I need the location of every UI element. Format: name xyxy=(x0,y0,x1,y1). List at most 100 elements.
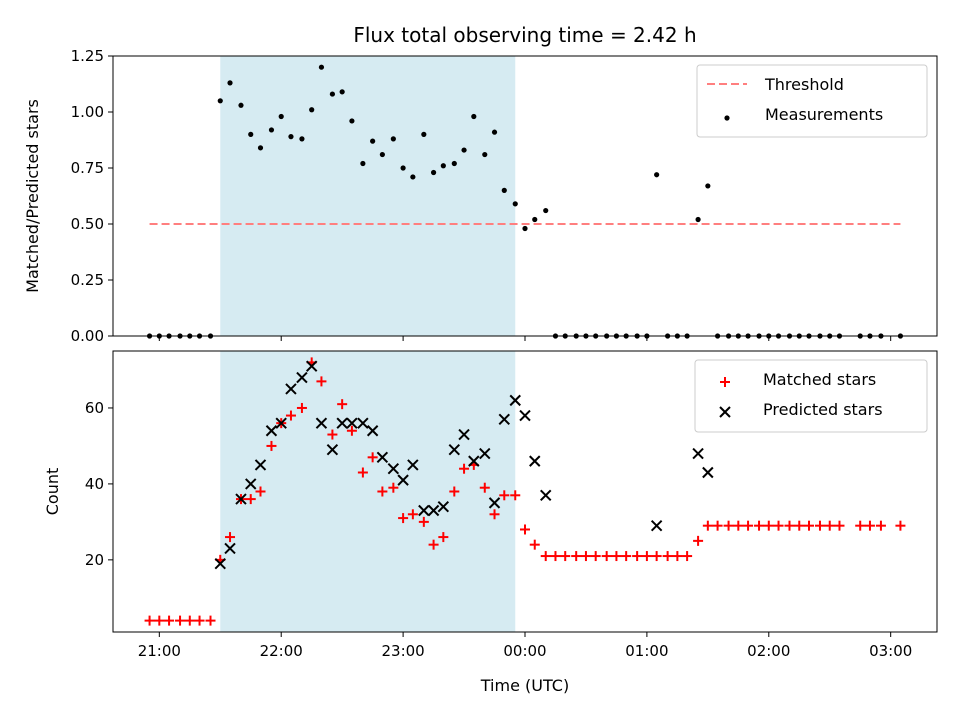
matched-star-point xyxy=(428,539,439,550)
x-b xyxy=(214,557,226,570)
predicted-star-point xyxy=(427,504,440,517)
chart-title: Flux total observing time = 2.42 h xyxy=(353,23,696,47)
matched-star-point xyxy=(479,482,490,493)
measurement-point xyxy=(288,134,294,140)
matched-star-point xyxy=(773,520,784,531)
matched-star-point xyxy=(662,551,673,562)
matched-star-point xyxy=(529,539,540,550)
x-b xyxy=(254,459,267,471)
matched-star-point xyxy=(407,509,418,520)
x-b xyxy=(479,447,491,460)
y-tick-label: 20 xyxy=(85,551,104,569)
predicted-star-point xyxy=(254,459,267,471)
y-tick-label: 40 xyxy=(85,475,104,493)
measurement-point xyxy=(318,64,325,70)
x-b xyxy=(702,466,714,479)
y-tick-label: 0.00 xyxy=(71,327,104,345)
predicted-star-point xyxy=(397,474,409,486)
x-b xyxy=(427,504,440,517)
predicted-star-point xyxy=(540,489,552,502)
x-b xyxy=(296,371,308,384)
measurement-point xyxy=(440,163,446,169)
predicted-star-point xyxy=(305,360,318,372)
y-tick-label: 0.25 xyxy=(71,271,104,289)
matched-star-point xyxy=(398,513,409,524)
predicted-star-point xyxy=(315,417,328,429)
x-b xyxy=(448,444,461,456)
x-b xyxy=(336,417,348,429)
measurement-point xyxy=(705,183,711,189)
x-b xyxy=(265,425,278,437)
matched-star-point xyxy=(855,520,866,531)
predicted-star-point xyxy=(245,478,257,490)
x-b xyxy=(235,493,247,505)
x-tick-label: 21:00 xyxy=(138,642,181,660)
measurement-point xyxy=(400,165,406,171)
matched-star-point xyxy=(702,520,713,531)
x-tick-label: 00:00 xyxy=(503,642,546,660)
matched-star-point xyxy=(540,551,551,562)
matched-star-point xyxy=(520,524,530,535)
matched-star-point xyxy=(875,520,886,531)
predicted-star-point xyxy=(479,447,491,460)
matched-star-point xyxy=(784,520,795,531)
measurement-point xyxy=(257,145,264,151)
shaded-observing-region xyxy=(220,351,516,632)
y-axis-label: Count xyxy=(43,468,62,516)
predicted-star-point xyxy=(407,459,419,471)
matched-star-point xyxy=(245,494,256,505)
x-tick-label: 23:00 xyxy=(381,642,424,660)
legend-label: Matched stars xyxy=(763,370,876,389)
matched-star-point xyxy=(864,520,875,531)
bottom-panel: 20 40 60 21:00 22:00 23:00 00:00 01:00 02:00 03:0… xyxy=(43,350,938,660)
x-b xyxy=(224,542,236,555)
x-b xyxy=(366,425,379,437)
measurement-point xyxy=(309,107,315,113)
predicted-star-point xyxy=(285,383,297,395)
matched-star-point xyxy=(194,615,205,626)
shaded-observing-region xyxy=(220,56,516,336)
matched-star-point xyxy=(712,520,723,531)
predicted-star-point xyxy=(366,425,379,437)
matched-star-point xyxy=(641,551,652,562)
measurement-point xyxy=(430,169,437,176)
matched-star-point xyxy=(184,615,195,626)
y-tick-label: 0.50 xyxy=(71,215,104,233)
x-b xyxy=(488,497,501,509)
predicted-star-point xyxy=(458,428,470,441)
predicted-star-point xyxy=(418,504,430,517)
matched-star-point xyxy=(763,520,774,531)
matched-star-point xyxy=(571,551,582,562)
predicted-star-point xyxy=(519,409,531,422)
predicted-star-point xyxy=(296,371,308,384)
x-b xyxy=(519,409,531,422)
matched-star-point xyxy=(590,551,601,562)
y-axis-label: Matched/Predicted stars xyxy=(23,99,42,293)
x-b xyxy=(650,519,663,532)
matched-star-point xyxy=(824,520,835,531)
predicted-star-point xyxy=(224,542,236,555)
matched-star-point xyxy=(285,410,296,421)
x-b xyxy=(437,500,450,513)
matched-star-point xyxy=(693,535,704,546)
predicted-star-point xyxy=(692,447,704,460)
matched-star-point xyxy=(814,520,825,531)
legend: Matched stars Predicted stars xyxy=(694,359,928,433)
matched-star-point xyxy=(418,516,429,527)
legend-box xyxy=(696,64,928,138)
matched-star-point xyxy=(794,520,805,531)
measurement-point xyxy=(248,131,254,137)
legend-label: Measurements xyxy=(765,105,883,124)
predicted-star-point xyxy=(336,417,348,429)
matched-star-point xyxy=(632,551,643,562)
predicted-star-point xyxy=(346,417,358,429)
measurement-point xyxy=(482,151,488,158)
measurement-point xyxy=(491,129,498,135)
measurement-point xyxy=(238,102,244,108)
matched-star-point xyxy=(621,551,632,562)
measurement-point xyxy=(217,98,223,104)
matched-star-point xyxy=(296,402,307,413)
x-b xyxy=(468,455,480,467)
x-b xyxy=(529,455,541,467)
matched-star-point xyxy=(560,551,571,562)
